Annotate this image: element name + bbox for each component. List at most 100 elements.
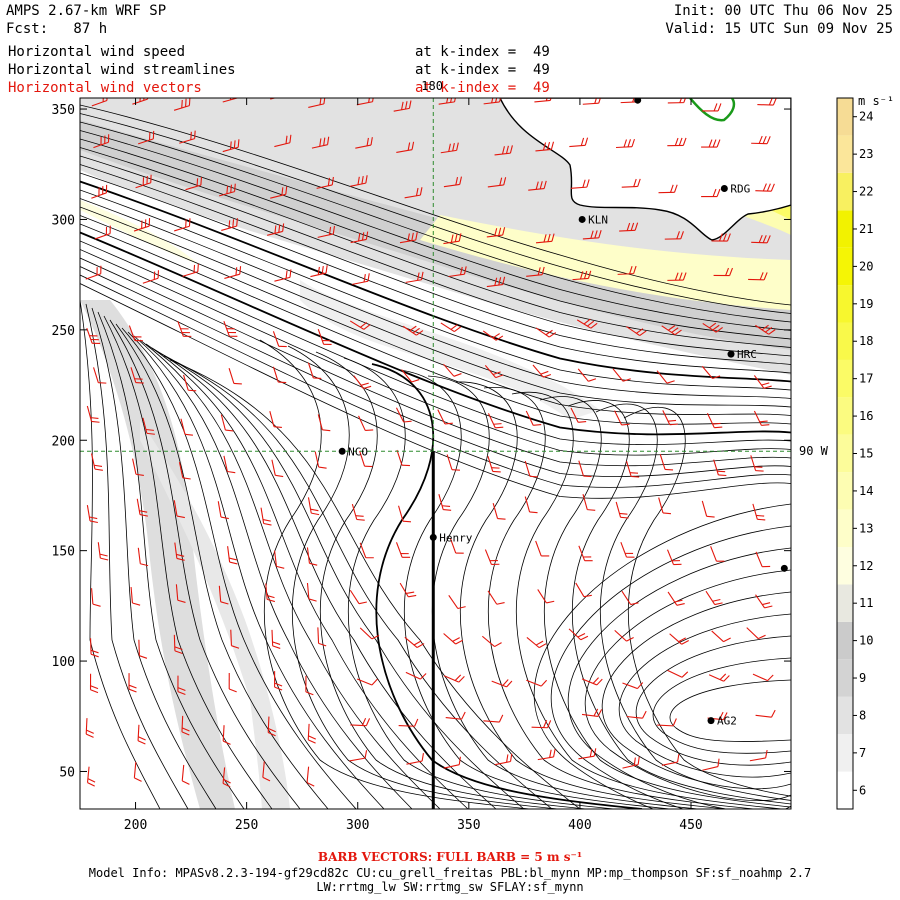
x-tick-label: 400: [568, 818, 591, 833]
wind-barbs: [85, 98, 777, 788]
meridian-label: 180: [421, 79, 443, 93]
wind-barb: [269, 411, 282, 429]
wind-barb: [449, 537, 464, 554]
wind-barb: [358, 415, 374, 431]
streamline: [80, 155, 791, 357]
wind-barb: [487, 413, 504, 429]
wind-barb: [306, 766, 315, 787]
wind-barb: [535, 327, 557, 338]
wind-barb: [524, 496, 538, 514]
wind-barb: [85, 265, 102, 280]
streamline: [103, 315, 273, 809]
y-tick-label: 350: [52, 103, 75, 118]
streamline: [80, 257, 791, 467]
wind-barb: [406, 753, 424, 765]
streamline: [80, 113, 791, 314]
streamline: [399, 369, 671, 809]
wind-barb: [622, 682, 644, 690]
station-dot-kln: [578, 215, 586, 223]
wind-barb: [486, 227, 506, 238]
wind-barb: [219, 183, 236, 197]
wind-barb: [705, 590, 723, 606]
wind-barb: [178, 462, 191, 480]
wind-barb: [524, 460, 538, 478]
wind-barb: [661, 325, 682, 336]
wind-barb: [702, 758, 720, 771]
wind-barb: [230, 629, 240, 649]
colorbar-swatch: [837, 172, 853, 211]
wind-barb: [528, 180, 547, 191]
model-info-line-2: LW:rrtmg_lw SW:rrtmg_sw SFLAY:sf_mynn: [316, 880, 584, 894]
colorbar-swatch: [837, 659, 853, 697]
wind-barb: [393, 100, 412, 112]
wind-barb: [753, 375, 772, 389]
streamline: [163, 355, 553, 809]
streamline: [652, 657, 791, 754]
map-plot-area: RDG KLN HRC NCO Henry AG2: [80, 98, 791, 809]
colorbar-swatch: [837, 771, 853, 809]
wind-barb: [534, 98, 552, 103]
streamline: [80, 240, 791, 446]
colorbar-swatch: [837, 397, 853, 435]
wind-barb: [272, 366, 287, 384]
wind-barb: [93, 367, 107, 384]
colorbar-swatch: [837, 547, 853, 585]
wind-barb: [316, 176, 334, 189]
wind-barb: [224, 266, 242, 279]
streamline: [567, 547, 791, 809]
wind-barb: [399, 232, 418, 244]
wind-barb: [93, 134, 110, 149]
wind-barb: [445, 711, 466, 720]
streamline: [121, 327, 357, 809]
wind-barb: [182, 263, 199, 277]
field-speed-level: at k-index = 49: [415, 44, 550, 60]
wind-barb: [443, 363, 462, 377]
wind-barb: [448, 595, 466, 610]
wind-barb: [755, 183, 775, 192]
wind-barb: [180, 418, 193, 436]
wind-barb: [307, 362, 322, 379]
wind-barb: [625, 461, 640, 478]
wind-barb: [90, 638, 99, 658]
wind-barb: [351, 503, 365, 521]
streamline: [511, 391, 783, 809]
wind-barb: [626, 326, 647, 336]
colorbar-tick-label: 14: [859, 484, 873, 498]
colorbar-tick-label: 16: [859, 409, 873, 423]
streamline: [80, 189, 791, 391]
wind-barb: [91, 588, 101, 607]
wind-barb: [222, 139, 240, 153]
wind-barb: [265, 583, 276, 603]
wind-barb: [532, 364, 552, 378]
wind-barb: [448, 266, 467, 278]
wind-barb: [349, 320, 371, 330]
forecast-hour: Fcst: 87 h: [6, 21, 108, 37]
streamline: [80, 299, 161, 809]
wind-barb: [622, 756, 640, 769]
wind-barb: [91, 98, 108, 107]
colorbar-swatch: [837, 285, 853, 323]
station-dot-rdg: [720, 185, 728, 193]
wind-barb: [615, 501, 629, 519]
model-title: AMPS 2.67-km WRF SP: [6, 3, 167, 19]
wind-barb: [701, 500, 715, 518]
wind-barb: [440, 322, 462, 333]
colorbar-tick-label: 24: [859, 110, 873, 124]
streamline: [115, 323, 329, 809]
wind-barb: [138, 639, 148, 659]
wind-barb: [173, 98, 191, 111]
y-tick-label: 100: [52, 655, 75, 670]
wind-barb: [669, 633, 689, 645]
wind-barb: [91, 184, 108, 199]
parallel-label: 90 W: [799, 444, 828, 459]
wind-barb: [578, 748, 597, 760]
colorbar-tick-label: 20: [859, 259, 873, 273]
streamline: [80, 198, 791, 399]
init-time: Init: 00 UTC Thu 06 Nov 25: [673, 3, 893, 19]
station-label-rdg: RDG: [730, 183, 750, 196]
wind-barb: [537, 748, 556, 761]
wind-barb: [575, 582, 592, 598]
wind-barb: [173, 218, 191, 232]
wind-barb: [350, 717, 371, 727]
wind-barb: [270, 98, 277, 100]
